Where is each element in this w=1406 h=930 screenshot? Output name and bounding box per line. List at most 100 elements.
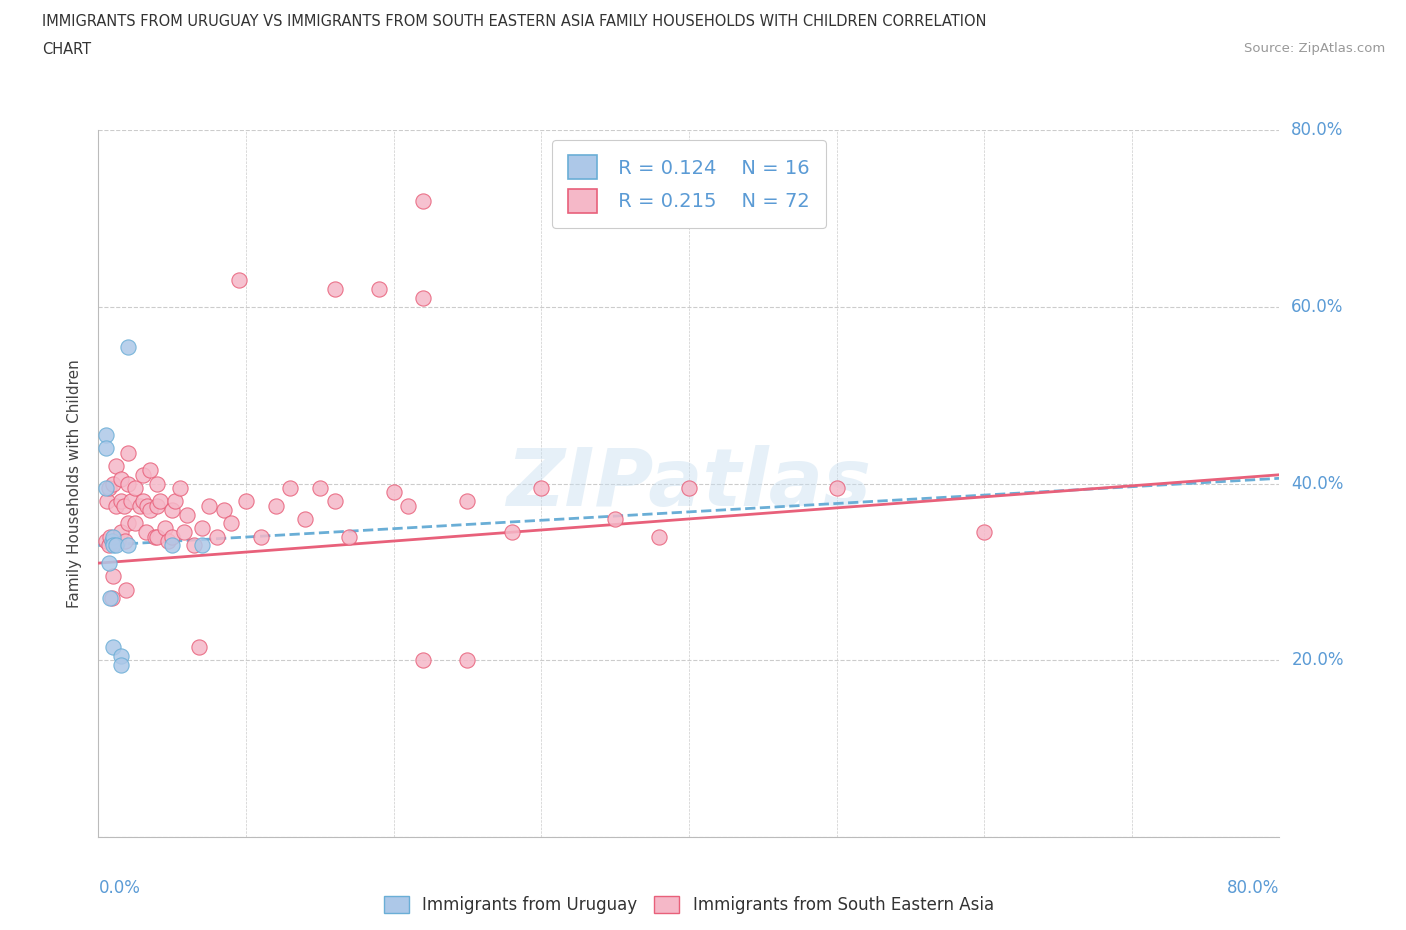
Point bbox=[139, 463, 162, 478]
Point bbox=[105, 538, 128, 552]
Point bbox=[146, 529, 169, 544]
Point bbox=[187, 640, 209, 655]
Text: IMMIGRANTS FROM URUGUAY VS IMMIGRANTS FROM SOUTH EASTERN ASIA FAMILY HOUSEHOLDS : IMMIGRANTS FROM URUGUAY VS IMMIGRANTS FR… bbox=[42, 14, 987, 29]
Text: ZIPatlas: ZIPatlas bbox=[506, 445, 872, 523]
Point bbox=[191, 521, 214, 536]
Point bbox=[110, 648, 132, 663]
Point bbox=[146, 498, 169, 513]
Point bbox=[153, 521, 176, 536]
Point bbox=[117, 339, 139, 354]
Point bbox=[212, 502, 235, 517]
Text: CHART: CHART bbox=[42, 42, 91, 57]
Point bbox=[124, 516, 146, 531]
Point bbox=[120, 494, 142, 509]
Point bbox=[382, 485, 405, 500]
Point bbox=[219, 516, 242, 531]
Point bbox=[501, 525, 523, 539]
Point bbox=[294, 512, 316, 526]
Point bbox=[98, 529, 121, 544]
Point bbox=[135, 525, 157, 539]
Point bbox=[530, 481, 553, 496]
Point bbox=[323, 494, 346, 509]
Point bbox=[605, 512, 627, 526]
Point bbox=[112, 498, 135, 513]
Point bbox=[103, 534, 125, 549]
Point bbox=[162, 529, 183, 544]
Point bbox=[973, 525, 995, 539]
Point bbox=[678, 481, 700, 496]
Point bbox=[205, 529, 228, 544]
Point bbox=[107, 534, 129, 549]
Point bbox=[103, 529, 125, 544]
Point bbox=[648, 529, 671, 544]
Point bbox=[456, 653, 478, 668]
Point bbox=[103, 476, 125, 491]
Text: 60.0%: 60.0% bbox=[1291, 298, 1344, 316]
Point bbox=[100, 534, 122, 549]
Point bbox=[156, 534, 179, 549]
Point bbox=[97, 481, 120, 496]
Point bbox=[103, 569, 125, 584]
Point bbox=[323, 282, 346, 297]
Point bbox=[176, 507, 198, 522]
Point bbox=[198, 498, 221, 513]
Point bbox=[117, 476, 139, 491]
Text: 20.0%: 20.0% bbox=[1291, 651, 1344, 670]
Point bbox=[191, 538, 214, 552]
Point bbox=[368, 282, 391, 297]
Point bbox=[396, 498, 419, 513]
Point bbox=[412, 653, 434, 668]
Point bbox=[456, 494, 478, 509]
Point bbox=[162, 502, 183, 517]
Point bbox=[132, 468, 155, 483]
Point bbox=[139, 502, 162, 517]
Point bbox=[149, 494, 172, 509]
Point bbox=[110, 658, 132, 672]
Point bbox=[100, 591, 122, 606]
Point bbox=[412, 291, 434, 306]
Point bbox=[165, 494, 187, 509]
Text: 0.0%: 0.0% bbox=[98, 880, 141, 897]
Point bbox=[264, 498, 287, 513]
Point bbox=[114, 534, 136, 549]
Point bbox=[124, 481, 146, 496]
Point bbox=[97, 538, 120, 552]
Point bbox=[183, 538, 205, 552]
Point bbox=[128, 498, 150, 513]
Point bbox=[117, 516, 139, 531]
Point bbox=[337, 529, 360, 544]
Point bbox=[136, 498, 159, 513]
Point bbox=[94, 534, 117, 549]
Point bbox=[103, 538, 125, 552]
Y-axis label: Family Households with Children: Family Households with Children bbox=[67, 359, 83, 608]
Point bbox=[98, 591, 121, 606]
Point bbox=[94, 428, 117, 443]
Text: 80.0%: 80.0% bbox=[1227, 880, 1279, 897]
Point bbox=[143, 529, 166, 544]
Point bbox=[146, 476, 169, 491]
Legend: Immigrants from Uruguay, Immigrants from South Eastern Asia: Immigrants from Uruguay, Immigrants from… bbox=[377, 889, 1001, 921]
Point bbox=[278, 481, 302, 496]
Point bbox=[132, 494, 155, 509]
Text: 80.0%: 80.0% bbox=[1291, 121, 1344, 140]
Point bbox=[96, 494, 118, 509]
Point bbox=[173, 525, 195, 539]
Point bbox=[94, 441, 117, 456]
Point bbox=[117, 538, 139, 552]
Point bbox=[117, 445, 139, 460]
Point bbox=[412, 193, 434, 208]
Point bbox=[97, 556, 120, 571]
Point bbox=[103, 640, 125, 655]
Point bbox=[250, 529, 273, 544]
Point bbox=[169, 481, 191, 496]
Point bbox=[309, 481, 332, 496]
Point bbox=[110, 472, 132, 486]
Point bbox=[105, 498, 128, 513]
Point bbox=[105, 458, 128, 473]
Text: Source: ZipAtlas.com: Source: ZipAtlas.com bbox=[1244, 42, 1385, 55]
Point bbox=[162, 538, 183, 552]
Point bbox=[228, 273, 250, 288]
Point bbox=[94, 481, 117, 496]
Point bbox=[115, 582, 138, 597]
Point bbox=[110, 525, 132, 539]
